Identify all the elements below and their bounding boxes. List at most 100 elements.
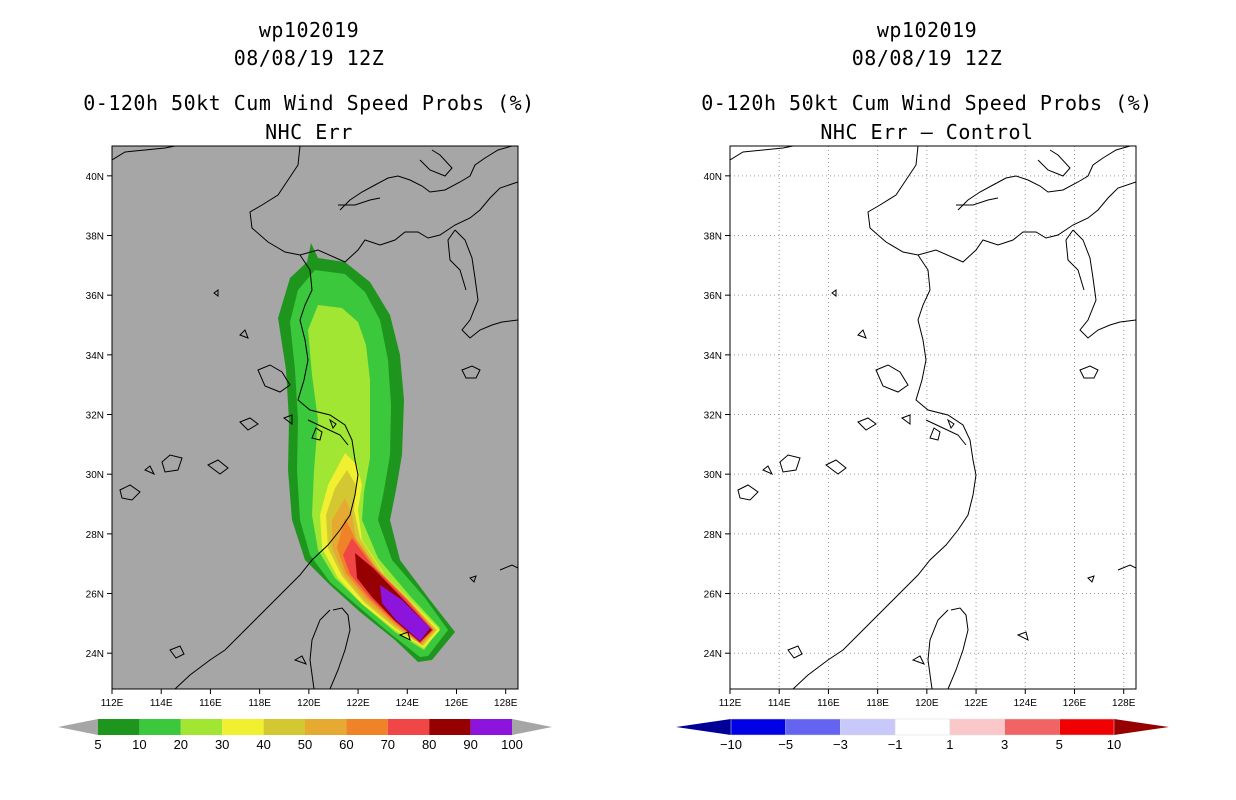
x-tick-label: 128E [1112, 698, 1136, 709]
x-tick-label: 114E [768, 698, 791, 709]
x-tick-label: 120E [297, 698, 321, 709]
colorbar-swatch [139, 719, 181, 735]
x-tick-label: 122E [964, 698, 988, 709]
y-tick-label: 32N [704, 411, 722, 422]
colorbar-swatch [222, 719, 264, 735]
colorbar-under-arrow [676, 719, 731, 735]
product-subtitle: NHC Err – Control [820, 120, 1034, 144]
axes: 112E 114E 116E 118E 120E 122E 124E 126E 128E 24N 2… [86, 172, 518, 709]
prob-contour-100 [392, 600, 428, 638]
y-tick-label: 34N [86, 351, 104, 362]
colorbar-label: −5 [778, 737, 793, 752]
y-tick-label: 40N [704, 172, 722, 183]
colorbar-swatch [730, 718, 786, 736]
probability-swath [278, 243, 455, 662]
colorbar-over-arrow [1114, 719, 1169, 735]
colorbar-label: 80 [422, 737, 436, 752]
colorbar-swatch [785, 718, 841, 736]
x-tick-label: 112E [101, 698, 124, 709]
y-tick-label: 40N [86, 172, 104, 183]
colorbar-swatch [387, 719, 430, 735]
panel-nhc-err-minus-control: wp102019 08/08/19 12Z 0-120h 50kt Cum Wi… [618, 0, 1236, 800]
colorbar-swatch [429, 719, 471, 735]
x-tick-label: 128E [494, 698, 518, 709]
colorbar-label: 10 [132, 737, 146, 752]
x-tick-label: 112E [719, 698, 742, 709]
x-tick-label: 124E [396, 698, 420, 709]
colorbar-swatch [894, 718, 951, 736]
y-tick-label: 36N [86, 291, 104, 302]
colorbar-label: 30 [215, 737, 229, 752]
colorbar-swatch [263, 719, 305, 735]
coastline [112, 146, 518, 689]
y-tick-label: 26N [86, 590, 104, 601]
colorbar-label: −10 [720, 737, 742, 752]
x-tick-label: 118E [866, 698, 889, 709]
y-tick-label: 30N [86, 470, 104, 481]
colorbar-swatch [1004, 718, 1060, 736]
colorbar-under-arrow [58, 719, 98, 735]
colorbar-label: 10 [1107, 737, 1121, 752]
colorbar-label: 70 [381, 737, 395, 752]
colorbar-label: 100 [501, 737, 523, 752]
colorbar-swatch [180, 719, 223, 735]
map-frame [729, 145, 1137, 690]
colorbar: −10 −5 −3 −1 1 3 5 10 [676, 718, 1169, 752]
colorbar-label: 3 [1001, 737, 1008, 752]
colorbar: 5 10 20 30 40 50 60 70 80 90 100 [58, 719, 552, 752]
forecast-date: 08/08/19 12Z [233, 46, 385, 70]
colorbar-swatch [1059, 718, 1115, 736]
y-tick-label: 30N [704, 470, 722, 481]
y-tick-label: 26N [704, 590, 722, 601]
map-figure: 112E 114E 116E 118E 120E 122E 124E 126E 128E 24N 2… [58, 145, 552, 752]
y-tick-label: 28N [704, 530, 722, 541]
y-tick-label: 24N [86, 649, 104, 660]
product-title: 0-120h 50kt Cum Wind Speed Probs (%) [701, 91, 1153, 115]
axes: 112E 114E 116E 118E 120E 122E 124E 126E 128E 24N 2… [704, 172, 1136, 709]
x-tick-label: 126E [445, 698, 469, 709]
colorbar-swatch [346, 719, 388, 735]
x-tick-label: 116E [817, 698, 840, 709]
colorbar-swatch [840, 718, 896, 736]
colorbar-label: 60 [339, 737, 353, 752]
y-tick-label: 34N [704, 351, 722, 362]
product-title: 0-120h 50kt Cum Wind Speed Probs (%) [83, 91, 535, 115]
colorbar-label: 40 [256, 737, 270, 752]
graticule [730, 146, 1136, 689]
x-tick-label: 122E [346, 698, 370, 709]
colorbar-swatch [98, 719, 140, 735]
colorbar-label: 90 [463, 737, 477, 752]
y-tick-label: 28N [86, 530, 104, 541]
y-tick-label: 24N [704, 649, 722, 660]
colorbar-over-arrow [512, 719, 552, 735]
x-tick-label: 118E [248, 698, 271, 709]
storm-id: wp102019 [876, 18, 978, 42]
product-subtitle: NHC Err [265, 120, 353, 144]
colorbar-label: −3 [833, 737, 848, 752]
x-tick-label: 126E [1063, 698, 1087, 709]
colorbar-swatch [949, 718, 1005, 736]
x-tick-label: 116E [199, 698, 222, 709]
x-tick-label: 120E [915, 698, 939, 709]
storm-id: wp102019 [258, 18, 360, 42]
y-tick-label: 36N [704, 291, 722, 302]
colorbar-label: 5 [94, 737, 101, 752]
colorbar-swatch [305, 719, 347, 735]
colorbar-label: 20 [174, 737, 188, 752]
map-figure: 112E 114E 116E 118E 120E 122E 124E 126E 128E 24N 2… [676, 145, 1169, 752]
x-tick-label: 124E [1014, 698, 1038, 709]
panel-nhc-err: wp102019 08/08/19 12Z 0-120h 50kt Cum Wi… [58, 18, 552, 752]
colorbar-label: 1 [946, 737, 953, 752]
forecast-date: 08/08/19 12Z [851, 46, 1003, 70]
map-background [730, 146, 1136, 689]
y-tick-label: 38N [86, 232, 104, 243]
y-tick-label: 38N [704, 232, 722, 243]
colorbar-swatch [470, 719, 512, 735]
colorbar-label: 5 [1056, 737, 1063, 752]
map-frame [111, 145, 519, 690]
x-tick-label: 114E [150, 698, 173, 709]
y-tick-label: 32N [86, 411, 104, 422]
colorbar-label: 50 [298, 737, 312, 752]
colorbar-label: −1 [888, 737, 903, 752]
coastline [730, 146, 1136, 689]
